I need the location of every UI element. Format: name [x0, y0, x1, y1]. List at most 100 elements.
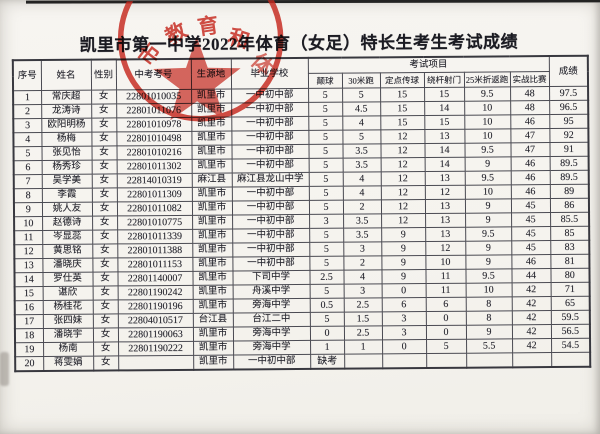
score-cell: 5 [308, 200, 344, 215]
score-cell: 2 [343, 255, 382, 271]
gender-cell: 女 [92, 229, 118, 245]
score-cell: 8 [465, 296, 512, 312]
school-cell: 一中初中部 [231, 88, 309, 104]
score-cell: 9 [381, 241, 426, 256]
name-cell: 潘晓宇 [42, 328, 94, 343]
score-cell: 12 [381, 213, 426, 228]
score-cell: 10 [425, 255, 466, 270]
row-number-cell: 3 [13, 118, 42, 133]
score-cell: 13 [424, 171, 465, 186]
score-cell: 12 [380, 143, 425, 158]
school-cell: 旁海中学 [232, 326, 311, 342]
score-cell: 2.5 [343, 325, 383, 341]
total-cell: 71 [550, 282, 590, 297]
score-cell: 10 [464, 184, 511, 200]
origin-cell: 凯里市 [192, 229, 233, 244]
gender-cell: 女 [92, 327, 119, 343]
column-header: 姓名 [40, 59, 92, 91]
exam-number-cell: 22801011082 [116, 201, 193, 216]
score-cell: 5 [309, 312, 344, 327]
score-cell: 12 [380, 171, 425, 186]
score-cell: 1 [344, 339, 383, 355]
score-cell [426, 353, 467, 369]
score-cell: 9.5 [465, 226, 512, 242]
name-cell: 杨桂花 [42, 300, 93, 315]
score-cell: 4.5 [342, 101, 381, 117]
total-cell: 92 [549, 128, 589, 143]
score-cell: 12 [380, 157, 425, 172]
name-cell: 黄思铭 [42, 244, 93, 259]
row-number-cell: 13 [14, 258, 43, 273]
score-cell: 缺考 [310, 354, 345, 369]
score-cell: 3 [381, 325, 427, 340]
column-header: 毕业学校 [230, 57, 309, 90]
score-cell: 12 [380, 185, 425, 200]
score-cell: 2.5 [309, 270, 344, 285]
school-cell: 一中初中部 [231, 144, 309, 160]
score-cell [466, 352, 513, 368]
score-cell: 10 [465, 282, 512, 298]
score-cell: 45 [510, 198, 551, 213]
score-cell: 5 [308, 130, 343, 145]
name-cell: 杨秀珍 [41, 160, 92, 175]
gender-cell: 女 [91, 89, 117, 105]
score-cell: 1 [310, 340, 345, 355]
gender-cell: 女 [91, 145, 117, 161]
name-cell: 蒋雯娟 [43, 356, 94, 372]
exam-number-cell [118, 355, 194, 371]
score-cell: 5 [309, 256, 344, 271]
score-cell: 12 [380, 129, 425, 144]
score-cell: 15 [380, 87, 425, 102]
score-cell: 10 [464, 100, 511, 116]
column-header: 序号 [12, 60, 42, 91]
school-cell: 一中初中部 [231, 102, 309, 118]
row-number-cell: 1 [13, 90, 42, 105]
score-cell: 15 [424, 115, 465, 130]
score-cell: 9 [465, 240, 512, 256]
name-cell: 谌欣 [42, 286, 93, 301]
row-number-cell: 11 [14, 230, 43, 245]
school-cell: 一中初中部 [232, 242, 310, 258]
score-cell: 9 [381, 227, 426, 242]
score-cell: 46 [511, 254, 551, 269]
score-cell: 46 [510, 170, 550, 185]
total-cell: 97.5 [549, 86, 589, 101]
gender-cell: 女 [93, 341, 119, 357]
exam-number-cell: 22801011302 [116, 159, 192, 174]
row-number-cell: 18 [14, 328, 44, 343]
exam-number-cell: 22801011309 [116, 187, 192, 202]
score-cell: 15 [380, 115, 425, 130]
total-cell: 85 [550, 226, 590, 241]
exam-number-cell: 22801010978 [116, 117, 192, 132]
gender-cell: 女 [92, 257, 118, 273]
score-cell: 47 [510, 142, 550, 157]
score-cell: 11 [425, 269, 466, 284]
origin-cell: 凯里市 [192, 327, 234, 342]
score-cell: 45 [511, 212, 551, 227]
table-header: 序号 姓名 性别 中考考号 生源地 毕业学校 考试项目 成绩 颠球 30米跑 定点传球 绕杆射门 25米… [12, 55, 589, 91]
gender-cell: 女 [91, 201, 118, 217]
origin-cell: 凯里市 [192, 299, 233, 314]
table-body: 1 常庆超女 22801010035 凯里市 一中初中部 5 5 15 15 9.5 48 97.5 2… [13, 86, 591, 372]
score-cell [344, 353, 383, 369]
school-cell: 台江二中 [232, 312, 310, 328]
exam-subcolumn-header: 绕杆射门 [423, 72, 465, 88]
name-cell: 杨南 [43, 342, 94, 357]
gender-cell: 女 [92, 299, 118, 315]
school-cell: 一中初中部 [231, 200, 310, 216]
school-cell: 麻江县龙山中学 [231, 172, 309, 188]
total-column-header: 成绩 [548, 55, 589, 87]
score-cell: 5 [309, 284, 344, 299]
school-cell: 一中初中部 [231, 158, 309, 174]
score-cell: 12 [425, 241, 466, 256]
score-cell: 9 [465, 212, 512, 228]
score-cell: 48 [510, 86, 550, 101]
results-table: 序号 姓名 性别 中考考号 生源地 毕业学校 考试项目 成绩 颠球 30米跑 定点传球 绕杆射门 25米… [11, 54, 592, 373]
score-cell: 0 [382, 339, 427, 354]
score-cell: 9.5 [465, 268, 512, 284]
score-cell: 5 [308, 116, 343, 131]
name-cell: 吴学美 [41, 174, 92, 189]
exam-number-cell: 22804010517 [117, 313, 193, 328]
